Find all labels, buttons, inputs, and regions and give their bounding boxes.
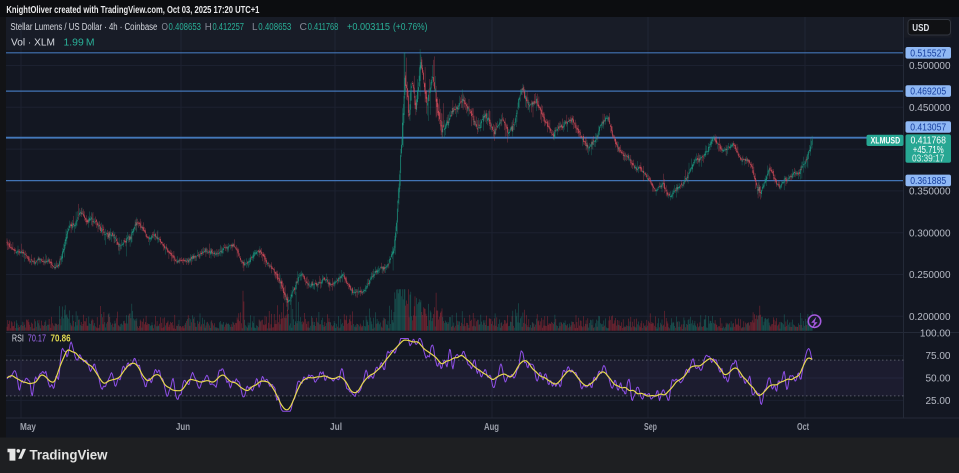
svg-text:100.00: 100.00 xyxy=(920,328,951,339)
svg-text:0.412257: 0.412257 xyxy=(213,22,245,33)
svg-text:0.250000: 0.250000 xyxy=(909,270,951,281)
svg-text:(+0.76%): (+0.76%) xyxy=(393,22,428,33)
svg-text:0.300000: 0.300000 xyxy=(909,228,951,239)
svg-text:Sep: Sep xyxy=(644,422,657,433)
svg-text:0.450000: 0.450000 xyxy=(909,103,951,114)
svg-text:H: H xyxy=(205,22,212,33)
svg-text:0.411768: 0.411768 xyxy=(308,22,339,33)
svg-text:0.413057: 0.413057 xyxy=(910,123,946,134)
svg-text:TradingView: TradingView xyxy=(30,448,108,463)
svg-text:USD: USD xyxy=(912,22,929,34)
svg-text:25.00: 25.00 xyxy=(925,396,950,407)
svg-text:May: May xyxy=(20,422,36,433)
svg-text:C: C xyxy=(300,22,308,33)
svg-text:0.200000: 0.200000 xyxy=(909,312,951,323)
svg-text:Jul: Jul xyxy=(330,422,342,433)
svg-text:L: L xyxy=(252,22,258,33)
svg-text:70.86: 70.86 xyxy=(51,334,71,345)
svg-text:0.469205: 0.469205 xyxy=(910,87,946,98)
svg-text:Vol · XLM: Vol · XLM xyxy=(11,38,55,49)
svg-text:O: O xyxy=(162,22,169,33)
svg-text:+0.003115: +0.003115 xyxy=(347,22,390,33)
svg-text:50.00: 50.00 xyxy=(925,374,950,385)
svg-text:Stellar Lumens / US Dollar · 4: Stellar Lumens / US Dollar · 4h · Coinba… xyxy=(10,22,157,33)
svg-text:0.408653: 0.408653 xyxy=(169,22,202,33)
svg-text:Jun: Jun xyxy=(176,422,190,433)
svg-text:0.500000: 0.500000 xyxy=(909,61,951,72)
svg-text:Oct: Oct xyxy=(797,422,809,433)
svg-text:03:39:17: 03:39:17 xyxy=(912,154,945,165)
svg-text:0.411768: 0.411768 xyxy=(910,136,946,147)
svg-text:Aug: Aug xyxy=(484,422,499,433)
svg-text:+45.71%: +45.71% xyxy=(913,145,944,156)
svg-text:RSI: RSI xyxy=(12,334,24,345)
svg-text:0.350000: 0.350000 xyxy=(909,187,951,198)
svg-text:1.99 M: 1.99 M xyxy=(64,38,95,49)
svg-text:KnightOliver created with Trad: KnightOliver created with TradingView.co… xyxy=(6,4,259,16)
svg-text:0.361885: 0.361885 xyxy=(910,176,946,187)
svg-text:70.17: 70.17 xyxy=(28,334,47,345)
svg-text:XLMUSD: XLMUSD xyxy=(871,136,901,147)
svg-text:0.515527: 0.515527 xyxy=(910,48,946,59)
svg-text:75.00: 75.00 xyxy=(925,351,950,362)
svg-text:0.408653: 0.408653 xyxy=(258,22,291,33)
